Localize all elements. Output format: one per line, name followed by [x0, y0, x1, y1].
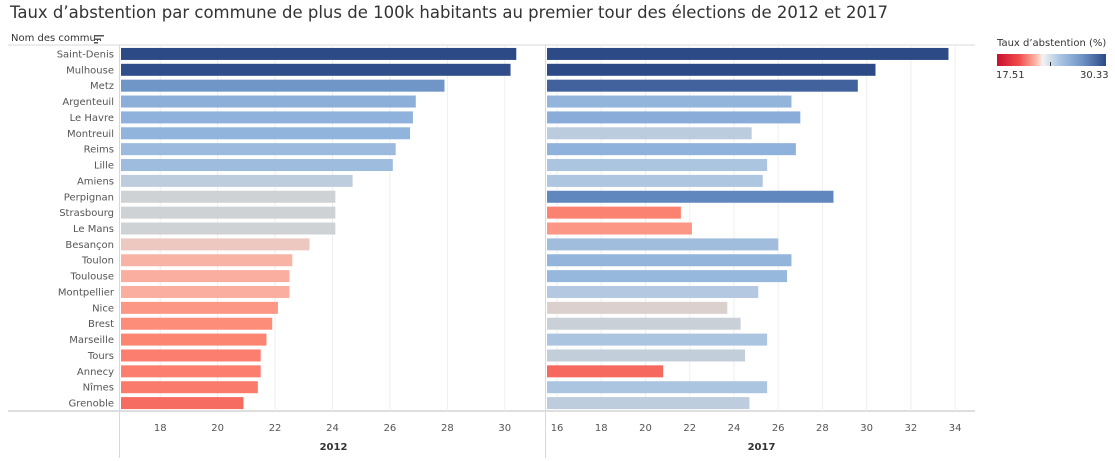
bar-2017-brest[interactable]	[547, 317, 741, 330]
city-label: Brest	[88, 319, 114, 330]
city-label: Argenteuil	[62, 97, 114, 108]
bar-2017-perpignan[interactable]	[547, 190, 834, 203]
bar-2017-metz[interactable]	[547, 79, 858, 92]
city-label: Toulouse	[70, 272, 114, 283]
bar-2017-montreuil[interactable]	[547, 127, 752, 140]
bar-2012-amiens[interactable]	[121, 174, 353, 187]
chart-title: Taux d’abstention par commune de plus de…	[10, 3, 888, 22]
city-label: Mulhouse	[66, 65, 114, 76]
city-label: Besançon	[65, 240, 114, 251]
city-label: Nîmes	[83, 382, 114, 394]
bar-2017-besan-on[interactable]	[547, 238, 779, 251]
x-tick-label: 34	[949, 423, 962, 434]
x-tick-label: 26	[384, 423, 397, 434]
city-label: Reims	[84, 145, 114, 156]
bar-2017-lille[interactable]	[547, 159, 768, 172]
city-label: Le Havre	[70, 113, 114, 124]
x-tick-label: 20	[211, 423, 224, 434]
bar-2012-mulhouse[interactable]	[121, 63, 511, 76]
bar-2012-saint-denis[interactable]	[121, 47, 517, 60]
x-tick-label: 28	[816, 423, 829, 434]
bar-2017-reims[interactable]	[547, 143, 796, 156]
bar-2012-strasbourg[interactable]	[121, 206, 336, 219]
city-label: Amiens	[77, 176, 114, 187]
bar-2017-le-mans[interactable]	[547, 222, 692, 235]
bar-2017-marseille[interactable]	[547, 333, 768, 346]
bar-2012-argenteuil[interactable]	[121, 95, 416, 108]
bar-2012-besan-on[interactable]	[121, 238, 310, 251]
bar-2012-toulon[interactable]	[121, 254, 293, 267]
city-label: Montreuil	[67, 129, 114, 140]
bar-2012-montreuil[interactable]	[121, 127, 411, 140]
x-tick-label: 22	[683, 423, 696, 434]
city-label: Saint-Denis	[57, 49, 114, 60]
x-tick-label: 24	[326, 423, 339, 434]
panel-label-2012: 2012	[320, 442, 348, 453]
bar-2012-nice[interactable]	[121, 301, 278, 314]
x-tick-label: 18	[595, 423, 608, 434]
bar-2012-lille[interactable]	[121, 159, 393, 172]
bar-2017-montpellier[interactable]	[547, 285, 759, 298]
city-label: Le Mans	[73, 224, 114, 235]
bar-2012-grenoble[interactable]	[121, 397, 244, 410]
bar-2017-n-mes[interactable]	[547, 381, 768, 394]
x-tick-label: 18	[154, 423, 167, 434]
bar-2012-annecy[interactable]	[121, 365, 261, 378]
city-label: Tours	[87, 351, 114, 362]
bar-2012-le-havre[interactable]	[121, 111, 413, 124]
bar-2017-toulouse[interactable]	[547, 270, 788, 283]
bar-2012-n-mes[interactable]	[121, 381, 258, 394]
x-tick-label: 30	[860, 423, 873, 434]
legend-min-label: 17.51	[996, 70, 1025, 81]
bar-2017-toulon[interactable]	[547, 254, 792, 267]
bar-2012-metz[interactable]	[121, 79, 445, 92]
bar-2012-reims[interactable]	[121, 143, 396, 156]
bar-2017-argenteuil[interactable]	[547, 95, 792, 108]
city-label: Marseille	[69, 335, 114, 346]
x-tick-label: 26	[772, 423, 785, 434]
bar-2017-le-havre[interactable]	[547, 111, 801, 124]
legend-midpoint-marker	[1050, 62, 1051, 66]
x-tick-label: 28	[441, 423, 454, 434]
sort-icon[interactable]	[93, 33, 105, 45]
bar-2012-tours[interactable]	[121, 349, 261, 362]
city-label: Annecy	[77, 367, 114, 378]
bar-2017-amiens[interactable]	[547, 174, 763, 187]
legend-title: Taux d’abstention (%)	[997, 38, 1107, 49]
bar-2017-tours[interactable]	[547, 349, 746, 362]
x-tick-label: 24	[728, 423, 741, 434]
bar-2017-strasbourg[interactable]	[547, 206, 681, 219]
bar-2012-brest[interactable]	[121, 317, 273, 330]
legend-max-label: 30.33	[1080, 70, 1109, 81]
x-tick-label: 30	[498, 423, 511, 434]
x-tick-label: 22	[269, 423, 282, 434]
bar-2017-nice[interactable]	[547, 301, 728, 314]
x-tick-label: 32	[905, 423, 918, 434]
bar-2012-marseille[interactable]	[121, 333, 267, 346]
x-tick-label: 16	[551, 423, 564, 434]
city-label: Montpellier	[58, 287, 115, 298]
bar-2017-annecy[interactable]	[547, 365, 664, 378]
bar-2012-perpignan[interactable]	[121, 190, 336, 203]
x-tick-label: 20	[639, 423, 652, 434]
city-label: Metz	[90, 81, 114, 92]
city-label: Lille	[94, 161, 114, 172]
city-label: Grenoble	[68, 399, 114, 410]
bar-2017-saint-denis[interactable]	[547, 47, 949, 60]
legend-color-ramp[interactable]	[997, 54, 1106, 66]
city-label: Strasbourg	[59, 208, 114, 219]
bar-2017-mulhouse[interactable]	[547, 63, 876, 76]
bar-2012-montpellier[interactable]	[121, 285, 290, 298]
row-header-label[interactable]: Nom des commu..	[11, 33, 103, 44]
panel-label-2017: 2017	[748, 442, 776, 453]
bar-2012-le-mans[interactable]	[121, 222, 336, 235]
bar-2012-toulouse[interactable]	[121, 270, 290, 283]
city-label: Toulon	[81, 256, 114, 267]
city-label: Nice	[92, 303, 114, 314]
city-label: Perpignan	[64, 192, 114, 203]
bar-2017-grenoble[interactable]	[547, 397, 750, 410]
